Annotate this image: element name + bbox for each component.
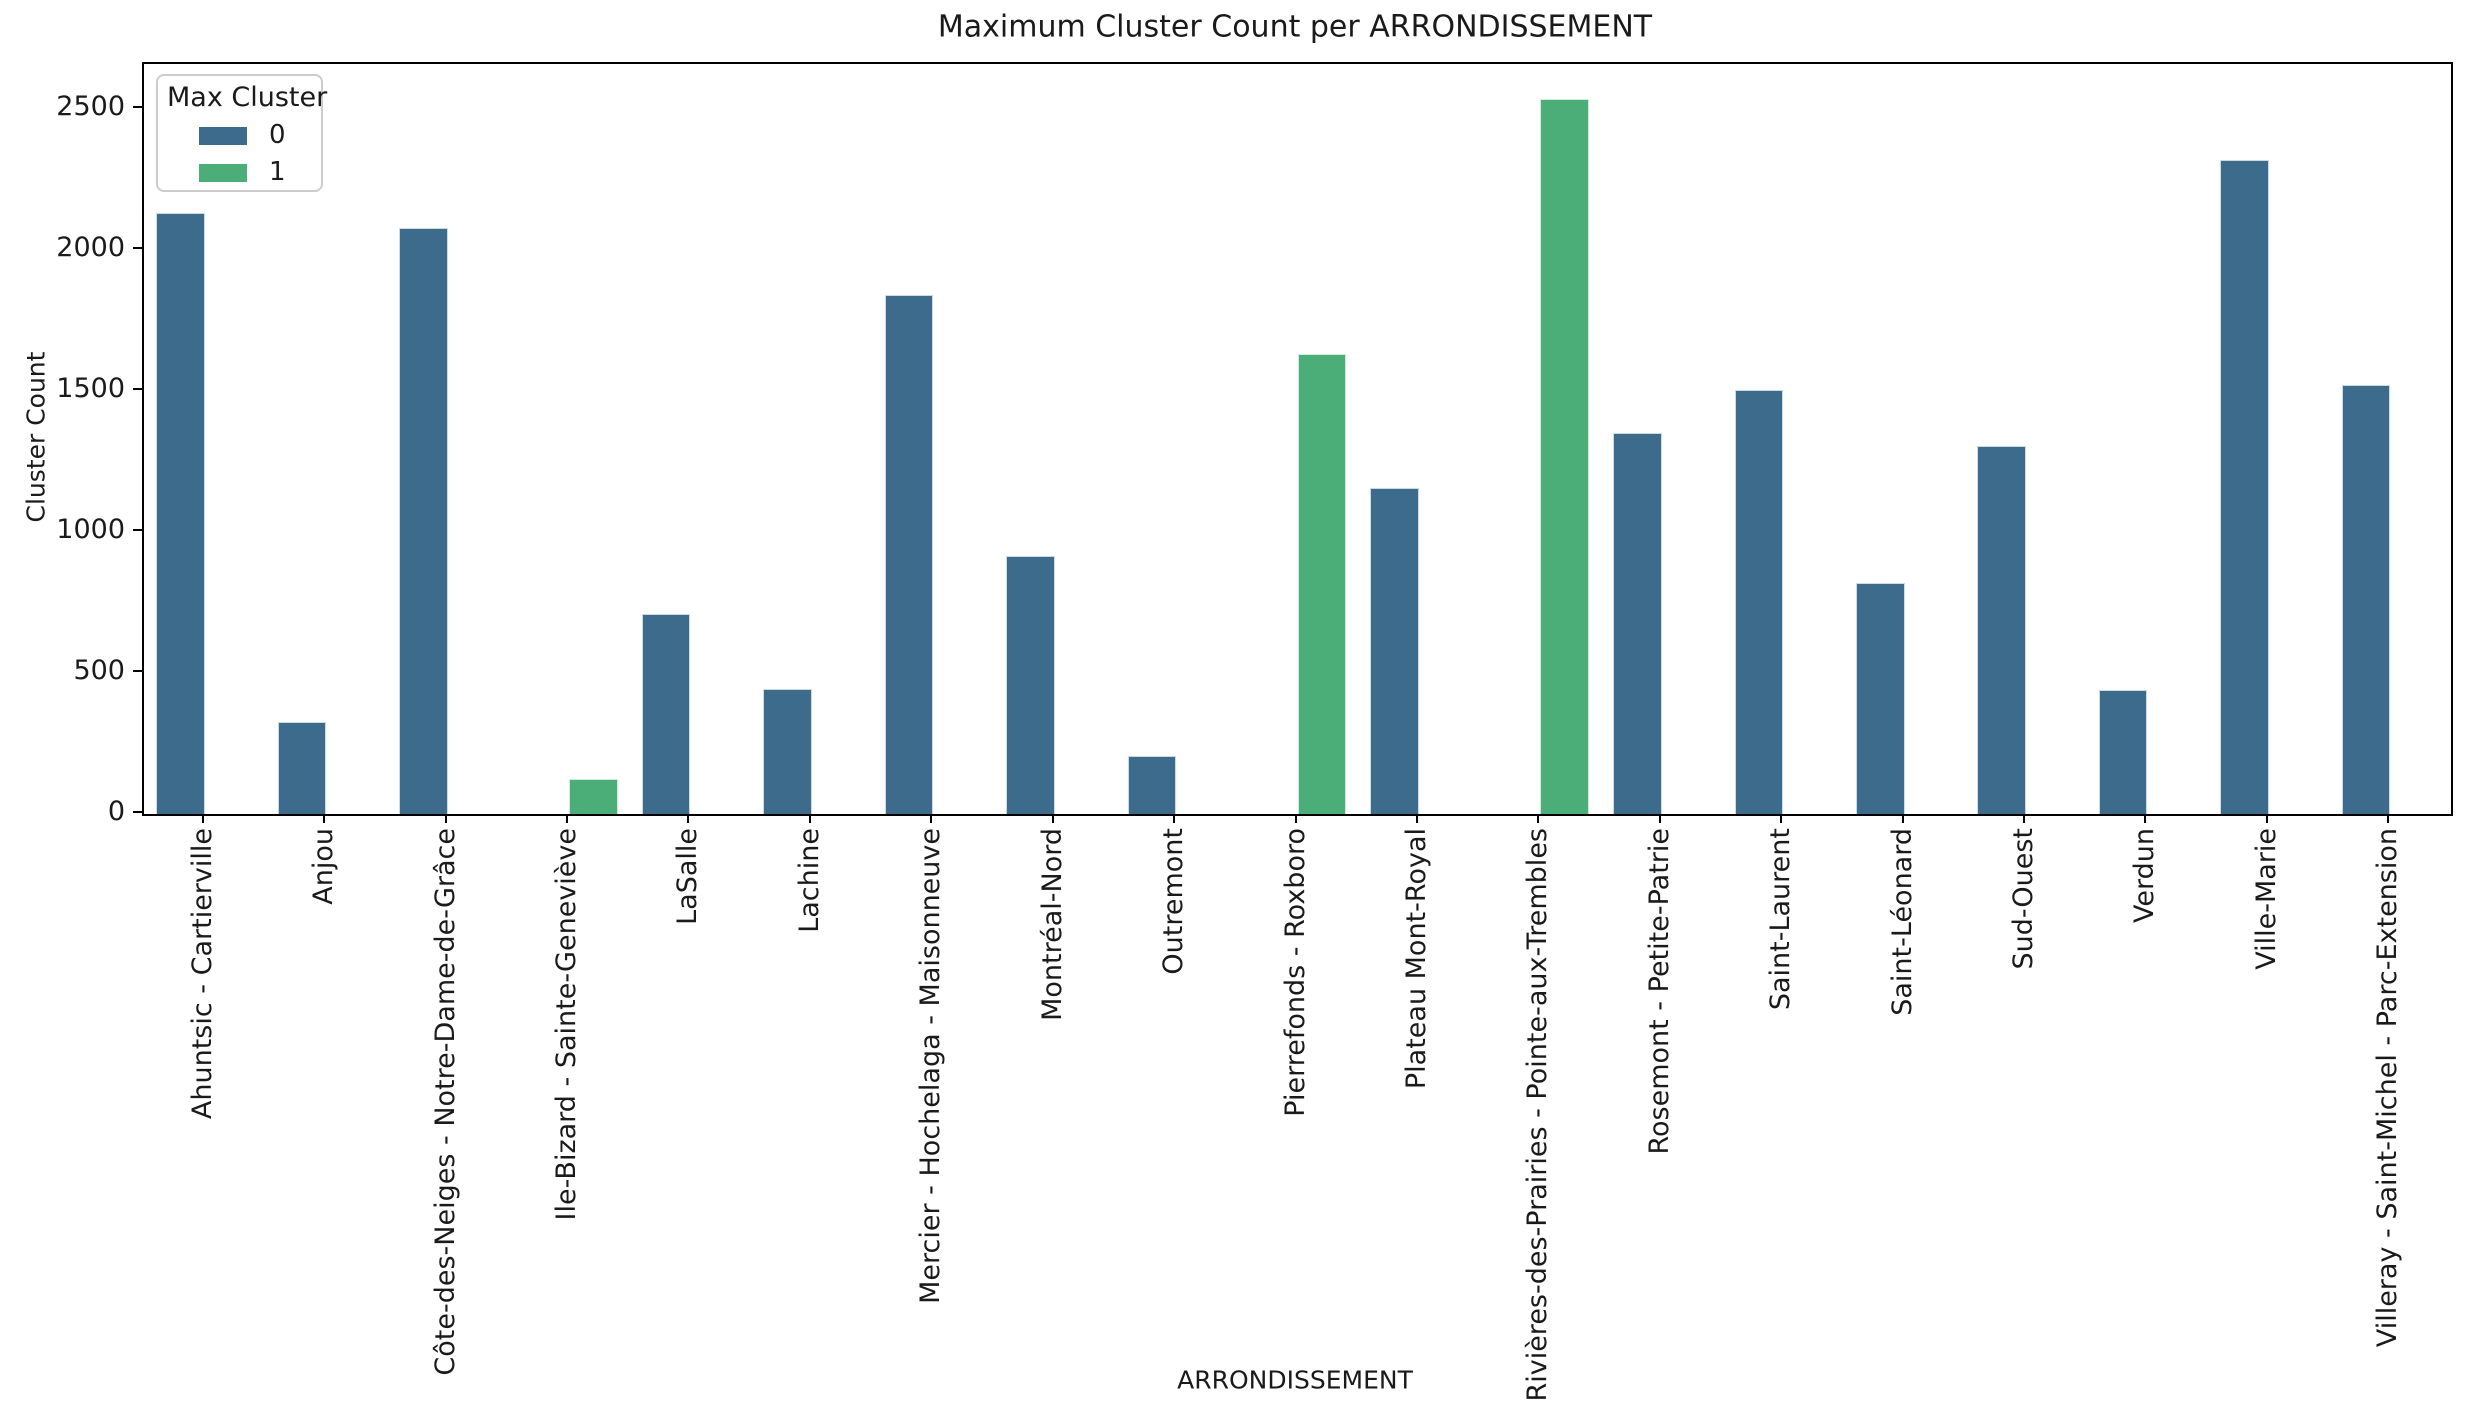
x-tick — [808, 814, 811, 823]
y-tick — [133, 670, 142, 673]
x-tick — [1901, 814, 1904, 823]
y-tick-label: 0 — [107, 796, 125, 827]
bar — [641, 613, 691, 814]
x-tick — [2265, 814, 2268, 823]
x-tick-label: Ahuntsic - Cartierville — [186, 828, 218, 1120]
x-tick — [444, 814, 447, 823]
x-tick-label: Côte-des-Neiges - Notre-Dame-de-Grâce — [429, 828, 461, 1376]
y-tick-label: 2500 — [56, 91, 125, 123]
x-tick-label: Ville-Marie — [2250, 828, 2282, 970]
x-tick — [201, 814, 204, 823]
legend-swatch-cluster-1 — [199, 164, 247, 182]
x-tick-label: Rivières-des-Prairies - Pointe-aux-Tremb… — [1522, 828, 1554, 1402]
y-tick-label: 2000 — [56, 232, 125, 264]
bar — [2220, 159, 2269, 814]
bar — [1370, 488, 1419, 814]
x-tick — [565, 814, 568, 823]
x-tick-label: Lachine — [793, 828, 825, 933]
legend-label-cluster-0: 0 — [269, 120, 286, 150]
bar — [1613, 433, 1662, 814]
x-tick — [2023, 814, 2026, 823]
bar — [156, 213, 205, 814]
bar — [1856, 582, 1905, 814]
plot-area: Max Cluster 0 1 — [142, 62, 2453, 816]
legend-title: Max Cluster — [167, 82, 328, 113]
x-tick-label: Outremont — [1158, 828, 1190, 975]
bar — [1006, 556, 1055, 814]
x-tick — [1051, 814, 1054, 823]
bar — [1734, 389, 1784, 814]
x-tick-label: Ile-Bizard - Sainte-Geneviève — [550, 828, 582, 1221]
bar — [2098, 689, 2148, 814]
x-tick-label: Mercier - Hochelaga - Maisonneuve — [915, 828, 947, 1304]
bar — [568, 778, 618, 814]
y-tick-label: 1500 — [56, 373, 125, 405]
bar — [2341, 385, 2391, 814]
x-tick — [323, 814, 326, 823]
bar — [884, 295, 934, 814]
bar — [277, 722, 327, 814]
y-tick — [133, 106, 142, 109]
x-tick — [1173, 814, 1176, 823]
x-tick — [930, 814, 933, 823]
x-tick-label: Saint-Léonard — [1886, 828, 1918, 1016]
x-tick-label: Anjou — [308, 828, 340, 905]
y-tick — [133, 388, 142, 391]
x-tick — [1415, 814, 1418, 823]
x-tick — [2387, 814, 2390, 823]
x-tick-label: Saint-Laurent — [1765, 828, 1797, 1011]
x-axis-title: ARRONDISSEMENT — [1177, 1365, 1413, 1395]
legend: Max Cluster 0 1 — [156, 74, 327, 192]
x-tick — [687, 814, 690, 823]
x-tick-label: Pierrefonds - Roxboro — [1279, 828, 1311, 1117]
bar — [1127, 756, 1177, 814]
x-tick — [2144, 814, 2147, 823]
bar — [763, 688, 812, 814]
y-tick — [133, 529, 142, 532]
bar — [1540, 99, 1589, 814]
x-tick-label: Verdun — [2129, 828, 2161, 923]
legend-label-cluster-1: 1 — [269, 157, 286, 187]
y-tick — [133, 811, 142, 813]
x-tick — [1780, 814, 1783, 823]
legend-swatch-cluster-0 — [199, 127, 247, 145]
bar — [398, 227, 448, 814]
x-tick — [1294, 814, 1297, 823]
bar — [1977, 446, 2027, 814]
x-tick — [1658, 814, 1661, 823]
x-tick — [1537, 814, 1540, 823]
y-tick-label: 500 — [73, 655, 125, 687]
y-tick-label: 1000 — [56, 514, 125, 546]
x-tick-label: Villeray - Saint-Michel - Parc-Extension — [2372, 828, 2404, 1348]
chart-title: Maximum Cluster Count per ARRONDISSEMENT — [937, 9, 1653, 45]
bar — [1297, 354, 1347, 814]
x-tick-label: Montréal-Nord — [1036, 828, 1068, 1021]
y-tick — [133, 247, 142, 250]
x-tick-label: Rosemont - Petite-Patrie — [1643, 828, 1675, 1155]
x-tick-label: LaSalle — [672, 828, 704, 925]
x-tick-label: Plateau Mont-Royal — [1400, 828, 1432, 1090]
x-tick-label: Sud-Ouest — [2008, 828, 2040, 970]
